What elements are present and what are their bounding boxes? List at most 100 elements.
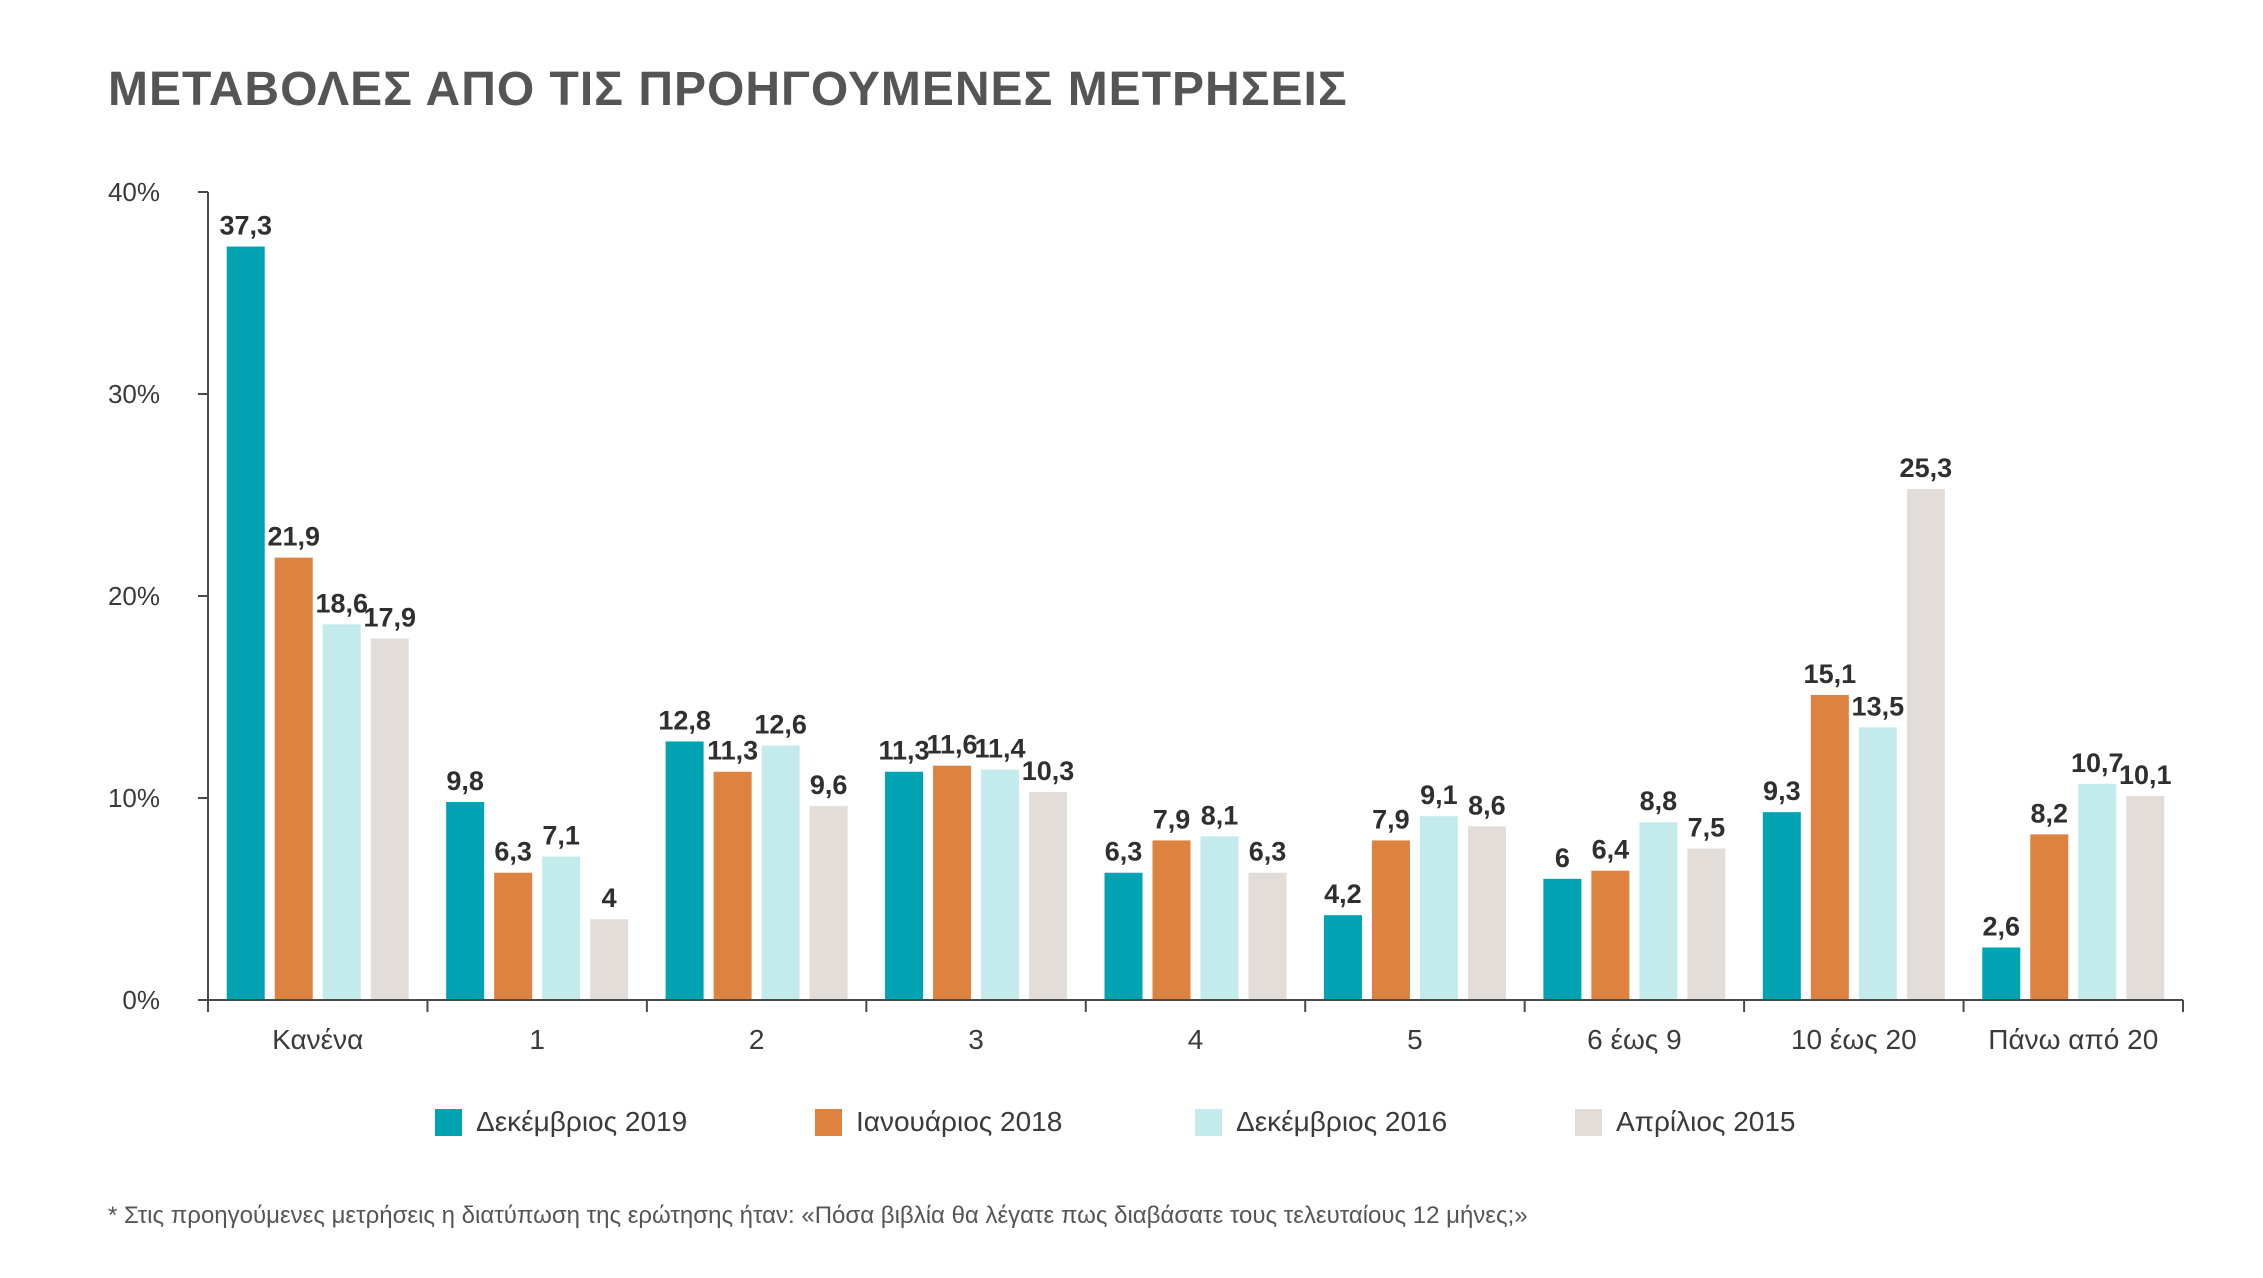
- bar: [1810, 694, 1849, 1000]
- bar: [1152, 840, 1191, 1000]
- bar: [1323, 915, 1362, 1000]
- data-label: 37,3: [219, 211, 272, 241]
- bar: [226, 246, 265, 1001]
- bar: [370, 638, 409, 1000]
- bar: [274, 557, 313, 1000]
- bar: [1639, 822, 1678, 1000]
- legend-swatch: [435, 1108, 462, 1136]
- data-label: 17,9: [363, 602, 416, 632]
- y-tick-label: 40%: [108, 177, 160, 207]
- x-axis: Κανένα 1 2 3 4 5 6 έως 9 10 έως 20 Πάνω από 20: [207, 999, 2184, 1055]
- data-labels: 37,321,918,617,99,86,37,1412,811,312,69,…: [219, 211, 2171, 942]
- data-label: 2,6: [1983, 911, 2021, 941]
- legend-label: Απρίλιος 2015: [1616, 1106, 1796, 1137]
- footnote: * Στις προηγούμενες μετρήσεις η διατύπωσ…: [108, 1202, 1528, 1229]
- bar: [590, 919, 629, 1000]
- data-label: 10,1: [2119, 760, 2172, 790]
- category-label: 3: [968, 1024, 984, 1055]
- data-label: 6,4: [1592, 835, 1630, 865]
- data-label: 11,6: [927, 730, 978, 760]
- bar: [885, 771, 924, 1000]
- data-label: 6,3: [1249, 837, 1287, 867]
- data-label: 7,1: [542, 821, 580, 851]
- bar: [1200, 836, 1239, 1000]
- bar: [933, 765, 972, 1000]
- bar: [322, 624, 361, 1000]
- bar: [1029, 791, 1068, 1000]
- data-label: 8,1: [1201, 800, 1239, 830]
- bar: [1104, 872, 1143, 1000]
- y-tick-label: 10%: [108, 783, 160, 813]
- data-label: 6,3: [494, 837, 532, 867]
- bar: [446, 802, 485, 1000]
- y-tick-label: 20%: [108, 581, 160, 611]
- category-label: 10 έως 20: [1791, 1024, 1917, 1055]
- legend: Δεκέμβριος 2019 Ιανουάριος 2018 Δεκέμβριος…: [0, 1102, 2263, 1142]
- legend-item: Δεκέμβριος 2016: [1195, 1102, 1447, 1142]
- bar: [2078, 783, 2117, 1000]
- bar: [542, 856, 581, 1000]
- category-label: Κανένα: [272, 1024, 363, 1055]
- bar: [1687, 848, 1726, 1000]
- legend-item: Δεκέμβριος 2019: [435, 1102, 687, 1142]
- legend-label: Ιανουάριος 2018: [856, 1106, 1063, 1137]
- y-axis: 0% 10% 20% 30% 40%: [108, 177, 209, 1015]
- category-label: 4: [1188, 1024, 1204, 1055]
- legend-swatch: [1195, 1108, 1222, 1136]
- data-label: 8,8: [1640, 786, 1678, 816]
- bar: [1591, 870, 1630, 1000]
- data-label: 18,6: [315, 588, 368, 618]
- bar-chart: 0%10%20%30%40% 37,321,918,617,99,86,37,1…: [108, 177, 2184, 1055]
- data-label: 21,9: [267, 522, 320, 552]
- data-label: 9,8: [446, 766, 484, 796]
- data-label: 8,2: [2031, 798, 2069, 828]
- data-label: 4: [602, 883, 617, 913]
- bars: [226, 246, 2165, 1001]
- bar: [2030, 834, 2069, 1000]
- data-label: 7,5: [1688, 813, 1726, 843]
- bar: [713, 771, 752, 1000]
- category-label: 2: [749, 1024, 765, 1055]
- y-tick-label: 30%: [108, 379, 160, 409]
- legend-swatch: [1575, 1108, 1602, 1136]
- legend-label: Δεκέμβριος 2019: [476, 1106, 688, 1137]
- bar: [1543, 878, 1582, 1000]
- data-label: 11,3: [707, 736, 758, 766]
- bar: [1762, 812, 1801, 1000]
- data-label: 9,6: [810, 770, 848, 800]
- data-label: 9,1: [1420, 780, 1458, 810]
- data-label: 6: [1555, 843, 1570, 873]
- data-label: 10,3: [1022, 756, 1075, 786]
- y-tick-label: 0%: [122, 985, 160, 1015]
- data-label: 9,3: [1763, 776, 1801, 806]
- legend-swatch: [815, 1108, 842, 1136]
- legend-item: Ιανουάριος 2018: [815, 1102, 1062, 1142]
- data-label: 12,6: [754, 709, 807, 739]
- bar: [494, 872, 533, 1000]
- data-label: 25,3: [1900, 453, 1953, 483]
- data-label: 15,1: [1804, 659, 1857, 689]
- chart-title: ΜΕΤΑΒΟΛΕΣ ΑΠΟ ΤΙΣ ΠΡΟΗΓΟΥΜΕΝΕΣ ΜΕΤΡΗΣΕΙΣ: [108, 63, 1348, 116]
- data-label: 11,3: [879, 736, 930, 766]
- data-label: 6,3: [1105, 837, 1143, 867]
- bar: [665, 741, 704, 1000]
- bar: [1248, 872, 1287, 1000]
- bar: [761, 745, 800, 1000]
- data-label: 7,9: [1372, 804, 1410, 834]
- bar: [1467, 826, 1506, 1000]
- legend-label: Δεκέμβριος 2016: [1236, 1106, 1448, 1137]
- bar: [809, 806, 848, 1000]
- bar: [1982, 947, 2021, 1000]
- bar: [1858, 727, 1897, 1000]
- bar: [1419, 816, 1458, 1000]
- legend-item: Απρίλιος 2015: [1575, 1102, 1796, 1142]
- data-label: 7,9: [1153, 804, 1191, 834]
- data-label: 8,6: [1468, 790, 1506, 820]
- data-label: 12,8: [658, 705, 711, 735]
- data-label: 11,4: [975, 734, 1026, 764]
- category-label: 6 έως 9: [1587, 1024, 1682, 1055]
- category-label: 1: [529, 1024, 545, 1055]
- category-label: Πάνω από 20: [1988, 1024, 2158, 1055]
- data-label: 4,2: [1324, 879, 1362, 909]
- bar: [981, 769, 1020, 1000]
